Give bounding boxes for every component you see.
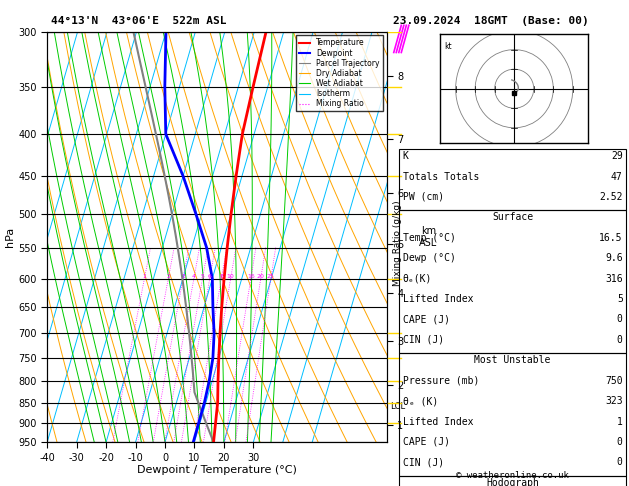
Text: CAPE (J): CAPE (J)	[403, 314, 450, 325]
Text: 47: 47	[611, 172, 623, 182]
Text: 2.52: 2.52	[599, 192, 623, 202]
Text: Lifted Index: Lifted Index	[403, 417, 473, 427]
Text: 750: 750	[605, 376, 623, 386]
Text: Temp (°C): Temp (°C)	[403, 233, 455, 243]
Text: PW (cm): PW (cm)	[403, 192, 443, 202]
Text: θₑ(K): θₑ(K)	[403, 274, 432, 284]
Text: 9.6: 9.6	[605, 253, 623, 263]
Text: K: K	[403, 151, 408, 161]
X-axis label: Dewpoint / Temperature (°C): Dewpoint / Temperature (°C)	[137, 466, 297, 475]
Text: Surface: Surface	[492, 212, 533, 223]
Text: 316: 316	[605, 274, 623, 284]
Text: 6: 6	[208, 274, 212, 278]
Text: 323: 323	[605, 396, 623, 406]
Y-axis label: km
ASL: km ASL	[420, 226, 438, 248]
Text: CIN (J): CIN (J)	[403, 457, 443, 468]
Text: 8: 8	[220, 274, 223, 278]
Text: 0: 0	[617, 457, 623, 468]
Text: Pressure (mb): Pressure (mb)	[403, 376, 479, 386]
Text: 0: 0	[617, 314, 623, 325]
Text: 5: 5	[617, 294, 623, 304]
Text: 10: 10	[227, 274, 235, 278]
Text: 25: 25	[267, 274, 275, 278]
Text: θₑ (K): θₑ (K)	[403, 396, 438, 406]
Text: Dewp (°C): Dewp (°C)	[403, 253, 455, 263]
Text: 3: 3	[181, 274, 185, 278]
Text: 2: 2	[166, 274, 170, 278]
Text: 1: 1	[143, 274, 147, 278]
Text: 16: 16	[247, 274, 255, 278]
Text: 16.5: 16.5	[599, 233, 623, 243]
Text: 4: 4	[192, 274, 196, 278]
Y-axis label: hPa: hPa	[6, 227, 15, 247]
Text: 0: 0	[617, 437, 623, 447]
Text: © weatheronline.co.uk: © weatheronline.co.uk	[456, 471, 569, 480]
Text: 29: 29	[611, 151, 623, 161]
Text: Mixing Ratio (g/kg): Mixing Ratio (g/kg)	[393, 200, 402, 286]
Text: 0: 0	[617, 335, 623, 345]
Text: 20: 20	[257, 274, 265, 278]
Text: Hodograph: Hodograph	[486, 478, 539, 486]
Text: CIN (J): CIN (J)	[403, 335, 443, 345]
Text: LCL: LCL	[390, 402, 405, 411]
Legend: Temperature, Dewpoint, Parcel Trajectory, Dry Adiabat, Wet Adiabat, Isotherm, Mi: Temperature, Dewpoint, Parcel Trajectory…	[296, 35, 383, 111]
Text: Most Unstable: Most Unstable	[474, 355, 551, 365]
Text: 23.09.2024  18GMT  (Base: 00): 23.09.2024 18GMT (Base: 00)	[392, 16, 589, 26]
Text: kt: kt	[444, 42, 452, 51]
Text: Totals Totals: Totals Totals	[403, 172, 479, 182]
Text: Lifted Index: Lifted Index	[403, 294, 473, 304]
Text: 44°13'N  43°06'E  522m ASL: 44°13'N 43°06'E 522m ASL	[50, 16, 226, 26]
Text: CAPE (J): CAPE (J)	[403, 437, 450, 447]
Text: 1: 1	[617, 417, 623, 427]
Text: 5: 5	[201, 274, 204, 278]
